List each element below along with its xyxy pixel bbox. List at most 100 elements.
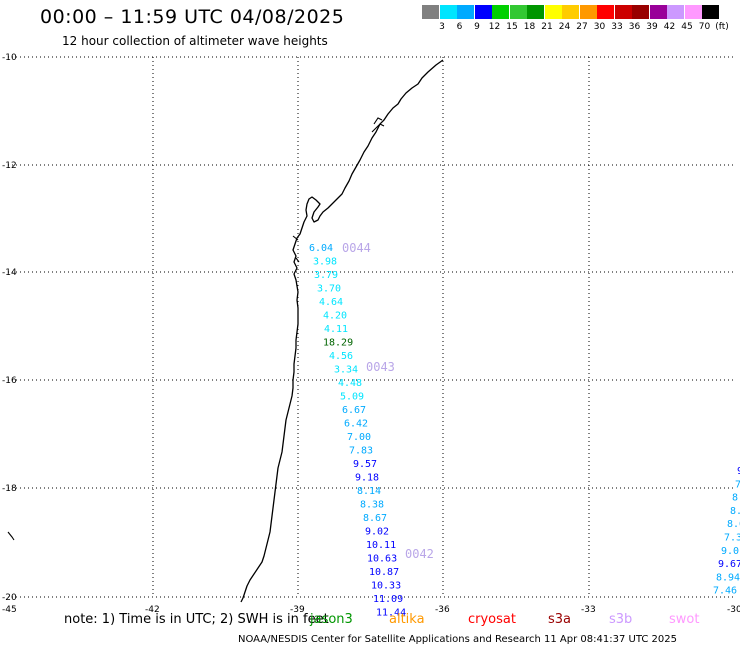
y-tick-label: -20	[2, 593, 17, 603]
colorbar-label: 42	[663, 22, 676, 32]
wave-height-label: 9.67	[718, 559, 740, 570]
colorbar-swatch	[614, 5, 632, 19]
colorbar-swatch	[597, 5, 614, 19]
colorbar-label: 27	[576, 22, 588, 32]
wave-height-label: 7	[735, 479, 740, 490]
wave-height-label: 7.83	[349, 446, 373, 457]
colorbar-label: 9	[474, 22, 480, 32]
colorbar-label: 24	[558, 22, 571, 32]
wave-height-label: 8.	[732, 493, 740, 504]
wave-height-label: 4.11	[324, 324, 348, 335]
wave-height-label: 3.70	[317, 284, 341, 295]
colorbar-swatch	[562, 5, 579, 19]
wave-height-label: 3.79	[314, 270, 338, 281]
colorbar-label: 6	[456, 22, 463, 32]
colorbar-label: (ft)	[715, 22, 729, 32]
colorbar-swatch	[492, 5, 509, 19]
map-title: 00:00 – 11:59 UTC 04/08/2025	[40, 6, 345, 28]
colorbar-label: 3	[439, 22, 445, 32]
wave-height-label: 8.	[730, 506, 740, 517]
y-tick-label: -10	[2, 53, 17, 63]
colorbar-swatch	[439, 5, 457, 19]
colorbar-label: 30	[593, 22, 606, 32]
satellite-legend-item: altika	[389, 612, 425, 627]
wave-height-label: 8.6	[727, 519, 740, 530]
map-subtitle: 12 hour collection of altimeter wave hei…	[62, 34, 328, 48]
colorbar-label: 33	[611, 22, 623, 32]
wave-height-label: 9	[737, 466, 740, 477]
y-tick-label: -18	[2, 484, 17, 494]
satellite-legend-item: jason3	[310, 612, 353, 627]
wave-height-label: 8.94	[716, 572, 740, 583]
wave-height-label: 6.67	[342, 405, 366, 416]
wave-height-label: 4.48	[338, 378, 362, 389]
wave-height-label: 7.00	[347, 432, 371, 443]
wave-height-label: 7.46	[713, 586, 737, 597]
wave-height-label: 8.67	[363, 513, 387, 524]
colorbar-swatch	[544, 5, 562, 19]
wave-height-label: 10.63	[367, 554, 397, 565]
colorbar-swatch	[579, 5, 597, 19]
wave-height-label: 4.64	[319, 297, 343, 308]
wave-height-label: 3.34	[334, 365, 358, 376]
x-tick-label: -33	[581, 605, 596, 615]
satellite-legend-item: cryosat	[468, 612, 516, 627]
wave-height-label: 10.11	[366, 540, 396, 551]
y-tick-label: -12	[2, 161, 17, 171]
colorbar-swatch	[457, 5, 474, 19]
colorbar-label: 18	[523, 22, 536, 32]
wave-height-label: 11.09	[373, 594, 403, 605]
x-tick-label: -39	[290, 605, 305, 615]
wave-height-label: 11.44	[376, 608, 406, 619]
colorbar-label: 21	[541, 22, 553, 32]
colorbar-swatch	[667, 5, 684, 19]
coastline	[240, 59, 444, 603]
wave-height-label: 3.98	[313, 257, 337, 268]
edge-observation-labels: 9 7 8. 8. 8.6 7.3 9.0 9.67 8.94 7.46	[713, 466, 740, 597]
satellite-legend-item: s3b	[609, 612, 633, 627]
wave-height-label: 8.14	[357, 486, 381, 497]
colorbar-swatch	[649, 5, 667, 19]
x-tick-label: -30	[727, 605, 740, 615]
pass-label: 0044	[342, 241, 371, 255]
colorbar-label: 12	[488, 22, 501, 32]
x-tick-label: -42	[145, 605, 160, 615]
wave-height-label: 4.56	[329, 351, 353, 362]
colorbar-label: 39	[646, 22, 658, 32]
wave-height-label: 9.57	[353, 459, 377, 470]
units-note: note: 1) Time is in UTC; 2) SWH is in fe…	[64, 612, 329, 627]
y-tick-label: -16	[2, 376, 17, 386]
colorbar-swatch	[632, 5, 649, 19]
colorbar-swatch	[509, 5, 527, 19]
satellite-legend-item: s3a	[548, 612, 572, 627]
pass-label: 0042	[405, 547, 434, 561]
wave-height-label: 9.0	[721, 546, 739, 557]
wave-height-label: 4.20	[323, 311, 347, 322]
pass-label: 0043	[366, 360, 395, 374]
wave-height-label: 5.09	[340, 392, 364, 403]
wave-height-label: 6.04	[309, 243, 333, 254]
wave-height-label: 10.87	[369, 567, 399, 578]
credit-line: NOAA/NESDIS Center for Satellite Applica…	[238, 634, 677, 645]
axis-ticks: -45 -42 -39 -36 -33 -30 -10 -12 -14 -16 -18 -20	[2, 53, 740, 615]
island-marks	[7, 117, 385, 541]
wave-height-label: 18.29	[323, 338, 353, 349]
satellite-legend-item: swot	[669, 612, 700, 627]
wave-height-label: 9.02	[365, 527, 389, 538]
colorbar-label: 15	[506, 22, 518, 32]
colorbar-swatch	[684, 5, 702, 19]
wave-height-label: 10.33	[371, 581, 401, 592]
x-tick-label: -45	[2, 605, 17, 615]
wave-height-label: 8.38	[360, 500, 384, 511]
colorbar-swatch	[474, 5, 492, 19]
x-tick-label: -36	[435, 605, 450, 615]
pass-labels: 0044 0043 0042	[342, 241, 434, 561]
wave-height-label: 7.3	[724, 533, 740, 544]
colorbar-swatch	[527, 5, 544, 19]
colorbar-label: 36	[628, 22, 641, 32]
colorbar-swatch	[702, 5, 719, 19]
wave-height-label: 9.18	[355, 473, 379, 484]
y-tick-label: -14	[2, 268, 17, 278]
colorbar-label: 70	[698, 22, 711, 32]
